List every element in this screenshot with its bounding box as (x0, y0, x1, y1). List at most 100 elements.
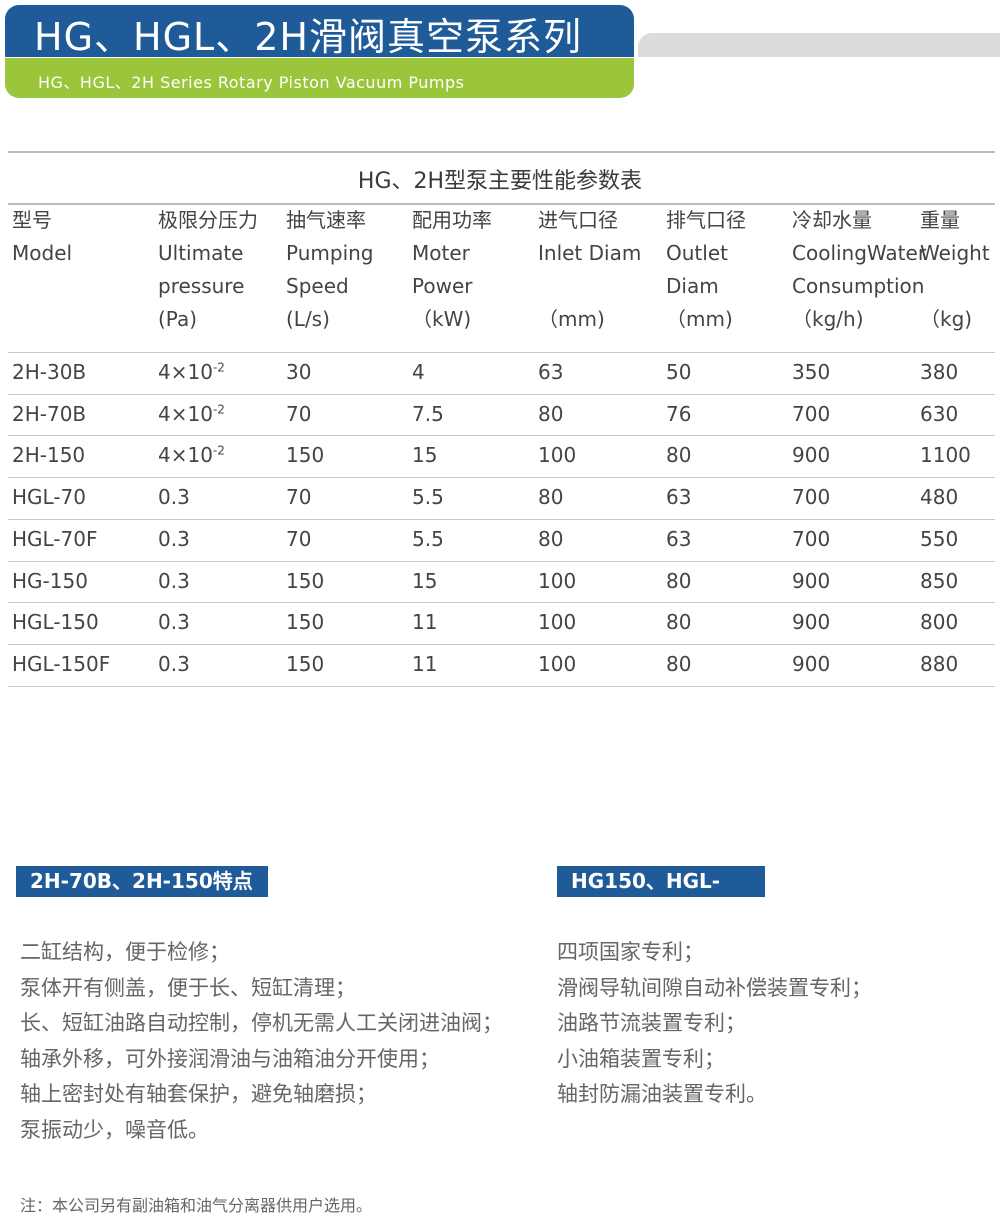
cell-value: 0.3 (158, 485, 190, 510)
column-header-cn: 重量 (920, 208, 960, 232)
table-cell: 2H-30B (12, 360, 86, 384)
cell-value: 11 (412, 610, 438, 635)
row-divider (8, 643, 995, 645)
table-cell: 0.3 (158, 652, 190, 676)
cell-value: 0.3 (158, 526, 190, 551)
cell-value: 80 (666, 443, 692, 468)
cell-value: 80 (538, 485, 564, 510)
table-cell: 880 (920, 652, 958, 676)
table-cell: 150 (286, 652, 324, 676)
cell-value: 100 (538, 443, 577, 468)
table-cell: 76 (666, 402, 691, 426)
features-left-title: 2H-70B、2H-150特点 (16, 866, 268, 897)
column-header-unit: (L/s) (286, 307, 330, 331)
cell-value: 700 (792, 526, 831, 551)
table-cell: HGL-70F (12, 527, 98, 551)
cell-value: 76 (666, 401, 692, 426)
feature-item: 泵体开有侧盖，便于长、短缸清理； (20, 975, 356, 1000)
table-cell: 30 (286, 360, 311, 384)
column-header-unit: (Pa) (158, 307, 198, 331)
table-cell: 80 (666, 610, 691, 634)
page-title: HG、HGL、2H滑阀真空泵系列 (34, 15, 582, 59)
cell-value: 550 (920, 526, 959, 551)
cell-value: HGL-70F (12, 526, 98, 551)
cell-value: 850 (920, 568, 959, 593)
table-cell: 1100 (920, 443, 971, 467)
table-cell: 380 (920, 360, 958, 384)
table-title: HG、2H型泵主要性能参数表 (357, 169, 643, 194)
cell-value: 480 (920, 485, 959, 510)
cell-value: 150 (286, 610, 325, 635)
cell-value: HGL-150 (12, 610, 99, 635)
features-right-title: HG150、HGL-150 (557, 866, 765, 924)
divider (8, 151, 995, 153)
divider (8, 352, 995, 353)
cell-value: 900 (792, 610, 831, 635)
table-cell: 11 (412, 652, 437, 676)
cell-value: 70 (286, 485, 312, 510)
column-header-en: Ultimate pressure (158, 241, 245, 298)
cell-value: 5.5 (412, 485, 444, 510)
row-divider (8, 393, 995, 395)
cell-value: 1100 (920, 443, 971, 468)
cell-value: 4 (412, 360, 425, 384)
table-cell: 700 (792, 402, 830, 426)
cell-value: 100 (538, 610, 577, 635)
table-cell: 15 (412, 569, 437, 593)
row-divider (8, 602, 995, 604)
cell-value: 80 (538, 526, 564, 551)
feature-item: 轴封防漏油装置专利。 (557, 1082, 767, 1107)
cell-value: 150 (286, 568, 325, 593)
cell-value: 4×10 (158, 443, 213, 468)
column-header-unit: （mm) (666, 307, 733, 331)
cell-value: 800 (920, 610, 959, 635)
table-cell: 900 (792, 610, 830, 634)
table-cell: 100 (538, 569, 576, 593)
table-cell: 2H-150 (12, 443, 85, 467)
decorative-bar (638, 33, 1000, 57)
row-divider (8, 518, 995, 520)
cell-value: HGL-70 (12, 485, 86, 510)
feature-item: 长、短缸油路自动控制，停机无需人工关闭进油阀； (20, 1011, 503, 1036)
exponent: -2 (212, 402, 225, 417)
cell-value: 0.3 (158, 651, 190, 676)
cell-value: 4×10 (158, 401, 213, 426)
cell-value: 900 (792, 443, 831, 468)
cell-value: 15 (412, 568, 438, 593)
table-cell: 100 (538, 652, 576, 676)
table-cell: HGL-150 (12, 610, 99, 634)
table-cell: 5.5 (412, 485, 444, 509)
cell-value: 63 (666, 526, 692, 551)
cell-value: 2H-70B (12, 401, 87, 426)
table-cell: 80 (666, 569, 691, 593)
cell-value: 350 (792, 360, 831, 384)
cell-value: 900 (792, 651, 831, 676)
cell-value: 380 (920, 360, 959, 384)
cell-value: HG-150 (12, 568, 88, 593)
cell-value: 7.5 (412, 401, 444, 426)
row-divider (8, 685, 995, 687)
table-cell: 100 (538, 610, 576, 634)
exponent: -2 (212, 443, 225, 458)
cell-value: 100 (538, 651, 577, 676)
cell-value: 700 (792, 401, 831, 426)
cell-value: 70 (286, 526, 312, 551)
table-cell: HGL-70 (12, 485, 86, 509)
table-cell: 4×10-2 (158, 443, 225, 467)
cell-value: 5.5 (412, 526, 444, 551)
column-header-unit: （kg) (920, 307, 973, 331)
feature-item: 泵振动少，噪音低。 (20, 1117, 209, 1142)
cell-value: 880 (920, 651, 959, 676)
header-subtitle-banner (5, 58, 634, 98)
column-header-cn: 型号 (12, 208, 52, 232)
cell-value: 80 (666, 610, 692, 635)
table-cell: 70 (286, 485, 311, 509)
cell-value: 2H-150 (12, 443, 86, 468)
table-cell: 550 (920, 527, 958, 551)
cell-value: 0.3 (158, 610, 190, 635)
exponent: -2 (212, 360, 225, 375)
feature-item: 滑阀导轨间隙自动补偿装置专利； (557, 975, 872, 1000)
table-cell: 350 (792, 360, 830, 384)
table-cell: 4×10-2 (158, 402, 225, 426)
table-cell: 150 (286, 569, 324, 593)
